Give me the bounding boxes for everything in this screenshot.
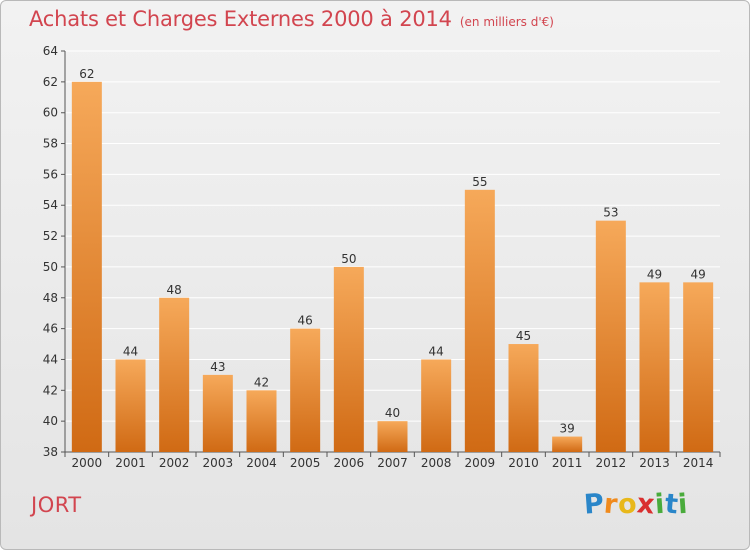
data-label-2012: 53 [603,206,618,220]
x-tick-label-2002: 2002 [159,456,190,470]
y-tick-label: 40 [43,414,58,428]
y-tick-label: 62 [43,75,58,89]
bar-2004[interactable] [246,390,277,452]
x-tick-label-2004: 2004 [246,456,277,470]
bar-2005[interactable] [290,328,321,452]
y-tick-label: 60 [43,106,58,120]
x-tick-label-2009: 2009 [465,456,496,470]
bar-2012[interactable] [595,220,626,452]
data-label-2004: 42 [254,375,269,389]
chart-title: Achats et Charges Externes 2000 à 2014 (e… [29,7,554,31]
data-labels: 62 44 48 43 42 46 50 40 44 55 45 39 53 49 49 [79,67,706,436]
bar-2008[interactable] [421,359,452,452]
x-tick-label-2010: 2010 [508,456,539,470]
bar-2010[interactable] [508,344,539,452]
y-tick-label: 58 [43,137,58,151]
bars [71,81,714,453]
data-label-2001: 44 [123,344,138,358]
commune-name: JORT [31,493,82,517]
logo-letter: i [677,488,690,521]
y-tick-label: 64 [43,44,58,58]
data-label-2011: 39 [560,422,575,436]
y-tick-label: 44 [43,352,58,366]
data-label-2009: 55 [472,175,487,189]
x-tick-label-2005: 2005 [290,456,321,470]
x-tick-label-2006: 2006 [334,456,365,470]
y-tick-label: 42 [43,383,58,397]
bar-2009[interactable] [464,189,495,453]
y-tick-label: 52 [43,229,58,243]
x-tick-label-2000: 2000 [72,456,103,470]
bar-2003[interactable] [202,374,233,452]
y-tick-label: 54 [43,198,58,212]
data-label-2014: 49 [691,267,706,281]
data-label-2010: 45 [516,329,531,343]
x-tick-label-2011: 2011 [552,456,583,470]
data-label-2006: 50 [341,252,356,266]
bar-chart: 38 40 42 44 46 48 50 52 54 56 58 60 62 64 2000 2001 2002… [43,44,721,470]
y-tick-label: 38 [43,445,58,459]
data-label-2005: 46 [298,314,313,328]
data-label-2002: 48 [167,283,182,297]
bar-2011[interactable] [552,436,583,452]
x-tick-label-2013: 2013 [639,456,670,470]
bar-2007[interactable] [377,421,408,452]
x-tick-label-2003: 2003 [203,456,234,470]
proxiti-logo[interactable]: Proxiti [583,488,690,521]
x-tick-label-2001: 2001 [115,456,146,470]
bar-2001[interactable] [115,359,146,452]
x-tick-label-2007: 2007 [377,456,408,470]
bar-2014[interactable] [683,282,714,452]
data-label-2007: 40 [385,406,400,420]
bar-2013[interactable] [639,282,670,452]
data-label-2003: 43 [210,360,225,374]
y-tick-label: 56 [43,167,58,181]
y-tick-label: 48 [43,291,58,305]
data-label-2008: 44 [429,344,444,358]
y-tick-label: 50 [43,260,58,274]
chart-title-text: Achats et Charges Externes 2000 à 2014 [29,7,452,31]
y-tick-label: 46 [43,322,58,336]
bar-2000[interactable] [71,81,102,452]
x-tick-label-2014: 2014 [683,456,714,470]
x-tick-label-2008: 2008 [421,456,452,470]
bar-2006[interactable] [333,266,364,452]
data-label-2000: 62 [79,67,94,81]
chart-subtitle: (en milliers d'€) [459,15,554,29]
x-tick-label-2012: 2012 [596,456,627,470]
data-label-2013: 49 [647,267,662,281]
bar-2002[interactable] [159,297,190,452]
